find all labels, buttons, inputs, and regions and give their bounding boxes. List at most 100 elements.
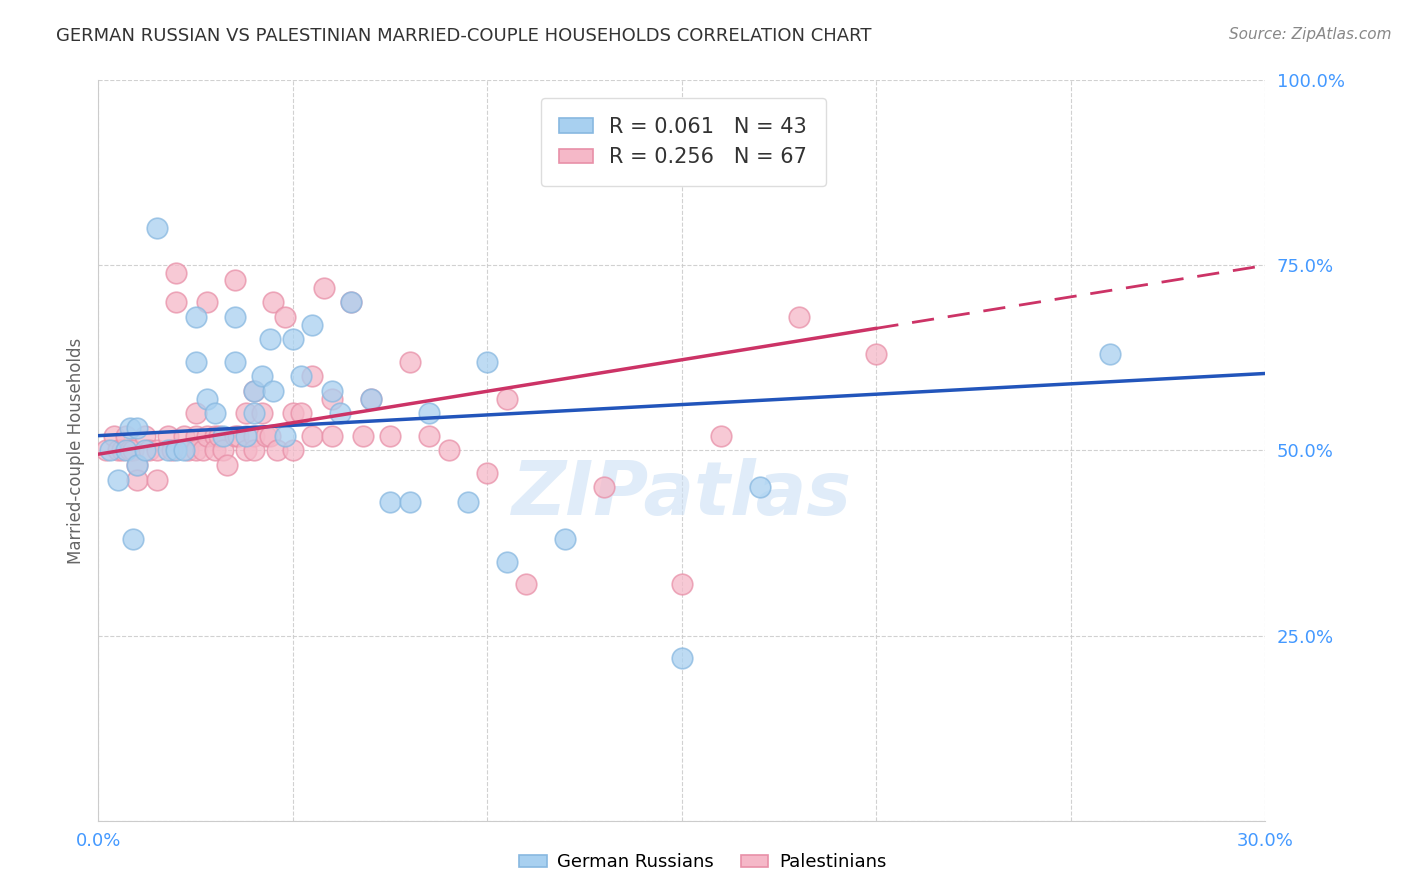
Point	[477, 354, 499, 368]
Point	[127, 458, 149, 473]
Point	[259, 428, 281, 442]
Point	[177, 443, 200, 458]
Point	[418, 407, 440, 421]
Point	[710, 428, 733, 442]
Point	[274, 310, 297, 325]
Point	[114, 428, 136, 442]
Point	[184, 310, 207, 325]
Point	[103, 428, 125, 442]
Point	[360, 392, 382, 406]
Text: ZIPatlas: ZIPatlas	[512, 458, 852, 532]
Point	[380, 495, 402, 509]
Point	[107, 443, 129, 458]
Point	[146, 443, 169, 458]
Point	[235, 407, 257, 421]
Point	[312, 280, 335, 294]
Point	[184, 428, 207, 442]
Point	[122, 443, 145, 458]
Point	[235, 428, 257, 442]
Point	[321, 384, 343, 399]
Point	[165, 295, 187, 310]
Point	[184, 354, 207, 368]
Point	[477, 466, 499, 480]
Point	[418, 428, 440, 442]
Point	[165, 266, 187, 280]
Point	[146, 221, 169, 235]
Point	[352, 428, 374, 442]
Point	[208, 428, 231, 442]
Point	[134, 428, 156, 442]
Point	[262, 384, 284, 399]
Point	[340, 295, 363, 310]
Point	[281, 443, 304, 458]
Point	[96, 443, 118, 458]
Point	[321, 428, 343, 442]
Point	[262, 295, 284, 310]
Point	[281, 407, 304, 421]
Point	[360, 392, 382, 406]
Point	[301, 369, 323, 384]
Point	[398, 354, 420, 368]
Point	[195, 428, 218, 442]
Legend: R = 0.061   N = 43, R = 0.256   N = 67: R = 0.061 N = 43, R = 0.256 N = 67	[541, 98, 825, 186]
Point	[127, 473, 149, 487]
Point	[173, 428, 195, 442]
Point	[748, 480, 770, 494]
Point	[195, 295, 218, 310]
Point	[228, 428, 250, 442]
Point	[98, 443, 121, 458]
Point	[787, 310, 810, 325]
Point	[671, 576, 693, 591]
Point	[554, 533, 576, 547]
Point	[243, 428, 266, 442]
Point	[127, 421, 149, 435]
Point	[301, 428, 323, 442]
Point	[111, 443, 134, 458]
Text: GERMAN RUSSIAN VS PALESTINIAN MARRIED-COUPLE HOUSEHOLDS CORRELATION CHART: GERMAN RUSSIAN VS PALESTINIAN MARRIED-CO…	[56, 27, 872, 45]
Point	[515, 576, 537, 591]
Point	[215, 458, 238, 473]
Point	[266, 443, 288, 458]
Point	[173, 443, 195, 458]
Point	[184, 443, 207, 458]
Point	[118, 421, 141, 435]
Point	[243, 384, 266, 399]
Point	[301, 318, 323, 332]
Point	[437, 443, 460, 458]
Point	[290, 369, 312, 384]
Point	[165, 443, 187, 458]
Point	[1098, 347, 1121, 361]
Point	[118, 443, 141, 458]
Point	[250, 369, 273, 384]
Point	[157, 428, 180, 442]
Point	[204, 443, 226, 458]
Point	[146, 473, 169, 487]
Point	[865, 347, 887, 361]
Point	[212, 428, 235, 442]
Point	[254, 428, 277, 442]
Point	[114, 443, 136, 458]
Point	[134, 443, 156, 458]
Point	[243, 384, 266, 399]
Point	[496, 555, 519, 569]
Point	[398, 495, 420, 509]
Point	[127, 458, 149, 473]
Point	[593, 480, 616, 494]
Point	[224, 428, 246, 442]
Point	[224, 310, 246, 325]
Point	[224, 354, 246, 368]
Point	[184, 407, 207, 421]
Point	[281, 332, 304, 346]
Point	[243, 443, 266, 458]
Point	[380, 428, 402, 442]
Point	[157, 443, 180, 458]
Point	[235, 443, 257, 458]
Point	[340, 295, 363, 310]
Legend: German Russians, Palestinians: German Russians, Palestinians	[512, 847, 894, 879]
Point	[212, 443, 235, 458]
Point	[195, 392, 218, 406]
Point	[250, 407, 273, 421]
Point	[329, 407, 352, 421]
Point	[259, 332, 281, 346]
Point	[290, 407, 312, 421]
